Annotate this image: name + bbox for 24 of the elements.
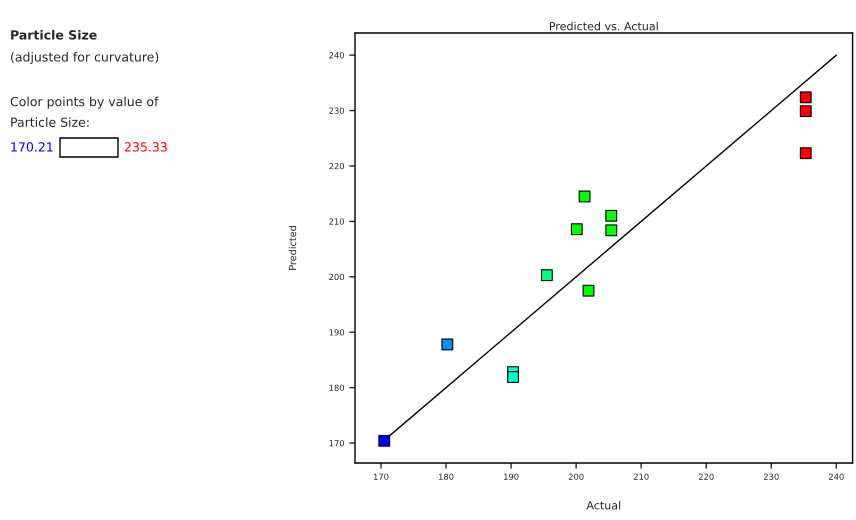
y-tick-label: 210 <box>329 218 344 225</box>
text: 170.21 <box>11 142 53 152</box>
y-tick-label: 220 <box>329 162 344 170</box>
x-tick-label: 170 <box>374 474 388 480</box>
text: (adjusted for curvature) <box>11 52 158 64</box>
y-axis-title: Predicted <box>288 226 296 270</box>
chart-title: Predicted vs. Actual <box>550 22 658 30</box>
text: Particle Size <box>11 30 97 40</box>
x-tick-label: 200 <box>568 474 584 480</box>
y-tick-label: 180 <box>330 384 344 391</box>
y-tick-label: 240 <box>329 52 344 58</box>
text: 235.33 <box>124 142 167 152</box>
x-tick-label: 180 <box>439 474 454 480</box>
y-tick-label: 190 <box>330 329 344 336</box>
y-tick-label: 170 <box>330 440 344 446</box>
x-tick-label: 210 <box>634 474 649 480</box>
x-tick-label: 220 <box>698 474 714 480</box>
x-tick-label: 240 <box>828 474 844 480</box>
x-axis-title: Actual <box>586 500 620 510</box>
x-tick-label: 230 <box>764 474 779 480</box>
x-tick-label: 190 <box>504 474 518 480</box>
y-tick-label: 230 <box>329 108 344 114</box>
text: Color points by value of Particle Size: <box>10 96 159 127</box>
y-tick-label: 200 <box>329 274 344 280</box>
